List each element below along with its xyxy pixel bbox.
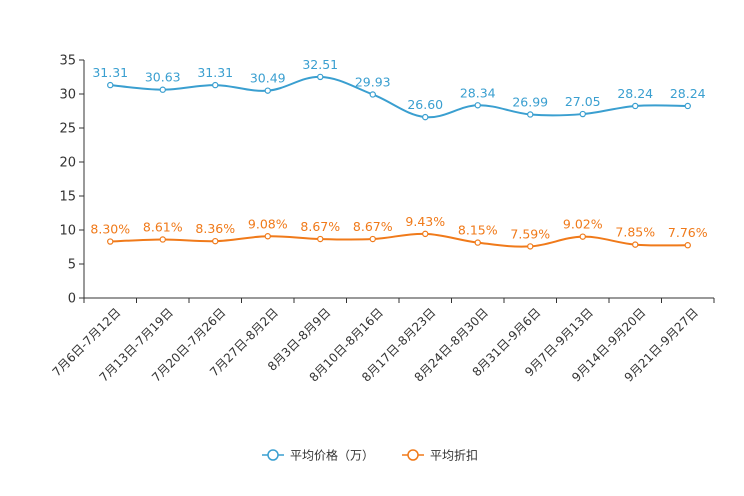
data-label: 29.93 [355,74,391,89]
data-point[interactable] [159,86,166,93]
data-label: 7.59% [510,226,550,241]
data-point[interactable] [422,113,429,121]
data-label: 9.02% [563,217,603,232]
data-label: 26.99 [512,94,548,109]
data-label: 32.51 [302,57,338,72]
data-label: 26.60 [407,97,443,112]
data-label: 8.30% [90,222,130,237]
data-label: 8.15% [458,223,498,238]
data-label: 31.31 [92,65,128,80]
data-point[interactable] [684,102,691,110]
chart-legend: 平均价格（万） 平均折扣 [262,448,478,463]
legend-marker-icon [267,449,279,461]
data-point[interactable] [159,236,166,243]
data-point[interactable] [632,241,639,248]
data-point[interactable] [317,235,324,243]
data-label: 9.43% [405,214,445,229]
data-point[interactable] [212,237,219,245]
data-point[interactable] [579,233,586,240]
y-tick-label: 25 [59,122,76,137]
data-label: 28.24 [617,86,653,101]
legend-label: 平均折扣 [430,448,478,463]
data-label: 30.49 [250,71,286,86]
data-point[interactable] [527,111,534,118]
data-label: 28.24 [670,86,706,101]
data-label: 28.34 [460,85,496,100]
data-point[interactable] [107,238,114,245]
data-label: 8.67% [353,219,393,234]
data-label: 8.67% [300,219,340,234]
y-tick-label: 5 [68,258,76,273]
series-line [110,75,688,119]
data-point[interactable] [107,81,114,89]
data-point[interactable] [212,81,219,89]
data-point[interactable] [422,230,429,238]
data-label: 7.85% [615,225,655,240]
data-point[interactable] [317,73,324,81]
data-label: 30.63 [145,70,181,85]
y-tick-label: 0 [68,292,76,307]
data-point[interactable] [474,239,481,246]
data-point[interactable] [684,242,691,249]
data-point[interactable] [474,102,481,109]
data-point[interactable] [632,102,639,110]
legend-marker-icon [407,449,419,461]
y-tick-label: 20 [59,156,76,171]
data-point[interactable] [264,233,271,240]
y-tick-label: 35 [59,54,76,69]
legend-item-0[interactable]: 平均价格（万） [262,448,374,463]
data-label: 9.08% [248,216,288,231]
y-tick-label: 15 [59,190,76,205]
data-point[interactable] [264,87,271,94]
chart-series: 31.31 30.63 31.31 30.49 32.51 29.93 26.60 28.34… [90,57,708,250]
series-1: 8.30% 8.61% 8.36% 9.08% 8.67% 8.67% 9.43% 8.15%… [90,214,708,250]
data-label: 31.31 [197,65,233,80]
y-tick-label: 30 [59,88,76,103]
data-point[interactable] [369,91,376,98]
y-tick-label: 10 [59,224,76,239]
data-point[interactable] [527,243,534,250]
data-label: 8.61% [143,219,183,234]
series-line [110,232,688,248]
data-point[interactable] [579,110,586,118]
legend-item-1[interactable]: 平均折扣 [402,448,478,463]
series-0: 31.31 30.63 31.31 30.49 32.51 29.93 26.60 28.34… [92,57,706,121]
data-label: 7.76% [668,225,708,240]
data-label: 27.05 [565,94,601,109]
legend-label: 平均价格（万） [290,448,374,463]
data-label: 8.36% [195,221,235,236]
data-point[interactable] [369,235,376,243]
